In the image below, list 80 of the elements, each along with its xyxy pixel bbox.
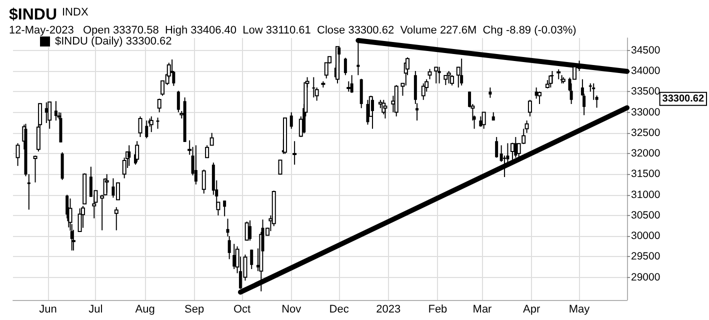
x-tick-label: Apr: [522, 304, 540, 316]
candlestick: [135, 140, 140, 162]
candlestick: [538, 91, 542, 105]
candlestick: [157, 98, 162, 113]
candlestick: [446, 70, 451, 84]
candlestick: [194, 144, 198, 185]
candlestick: [33, 155, 38, 183]
candlestick: [550, 70, 554, 84]
candlestick: [48, 101, 52, 130]
candlestick: [514, 136, 518, 158]
text: INDX: [62, 6, 89, 18]
candlestick: [346, 80, 351, 92]
candlestick: [232, 243, 236, 270]
x-tick-label: Oct: [233, 304, 251, 316]
candlestick: [114, 206, 118, 231]
candlestick: [138, 116, 142, 138]
x-tick-label: Jul: [88, 304, 103, 316]
x-tick-label: Dec: [329, 304, 350, 316]
candlestick: [244, 221, 249, 242]
x-tick-label: Nov: [282, 304, 302, 316]
y-tick-label: 32000: [631, 148, 660, 160]
candlestick: [350, 74, 354, 94]
candlestick: [495, 136, 498, 158]
candlestick: [54, 100, 58, 122]
y-tick-label: 29000: [631, 271, 660, 284]
x-tick-label: Jun: [39, 304, 57, 316]
candlestick: [292, 140, 297, 166]
candlestick: [290, 112, 293, 130]
text: 33300.62: [662, 93, 704, 104]
candlestick: [421, 82, 426, 100]
candlestick: [205, 144, 210, 158]
candlestick: [223, 200, 226, 217]
candlestick: [250, 249, 254, 270]
y-tick-label: 32500: [631, 126, 660, 139]
candlestick: [116, 182, 120, 200]
candlestick: [248, 220, 252, 242]
x-tick-label: 2023: [376, 304, 401, 316]
candlestick: [460, 58, 464, 86]
candlestick: [450, 74, 454, 86]
y-tick-label: 31500: [631, 168, 660, 180]
candlestick: [444, 74, 448, 86]
candlestick: [482, 112, 486, 130]
candlestick: [202, 169, 206, 194]
x-tick-label: Sep: [184, 304, 204, 316]
candlestick: [503, 155, 506, 178]
legend-label: $INDU (Daily) 33300.62: [55, 36, 172, 48]
candlestick: [312, 76, 316, 98]
candlestick: [344, 57, 347, 76]
candlestick: [556, 68, 561, 80]
y-tick-label: 33500: [631, 86, 660, 98]
y-tick-label: 30500: [631, 209, 660, 222]
candlestick: [510, 142, 514, 160]
candlestick: [278, 160, 282, 176]
chart-subtitle: 12-May-2023 Open 33370.58 High 33406.40 Low 33110.61 Close 33300.62 Volume 227.6M Chg -8.89 (-0.03%): [9, 24, 576, 36]
candlestick: [16, 142, 20, 166]
x-tick-label: Feb: [428, 304, 448, 316]
candlestick: [156, 117, 160, 130]
candlestick: [428, 68, 432, 80]
x-tick-label: Aug: [135, 304, 155, 316]
candlestick: [104, 174, 109, 194]
candlestick: [210, 132, 214, 146]
candlestick: [78, 208, 82, 232]
candlestick: [145, 120, 148, 139]
candlestick: [128, 144, 131, 166]
y-tick-label: 33000: [631, 106, 660, 118]
y-tick-label: 31000: [631, 188, 660, 201]
x-tick-label: Mar: [472, 304, 492, 316]
candlestick: [438, 66, 441, 84]
chart-title: $INDU: [9, 6, 58, 24]
candlestick: [366, 99, 370, 126]
candlestick: [434, 66, 438, 84]
y-tick-label: 30000: [631, 230, 660, 242]
y-tick-label: 29500: [631, 250, 660, 263]
candlestick: [488, 87, 492, 98]
y-tick-label: 34000: [631, 65, 660, 78]
x-tick-label: May: [568, 304, 590, 316]
candlestick: [176, 90, 180, 113]
candlestick: [592, 82, 596, 100]
y-tick-label: 34500: [631, 44, 660, 56]
candlestick: [528, 99, 532, 117]
